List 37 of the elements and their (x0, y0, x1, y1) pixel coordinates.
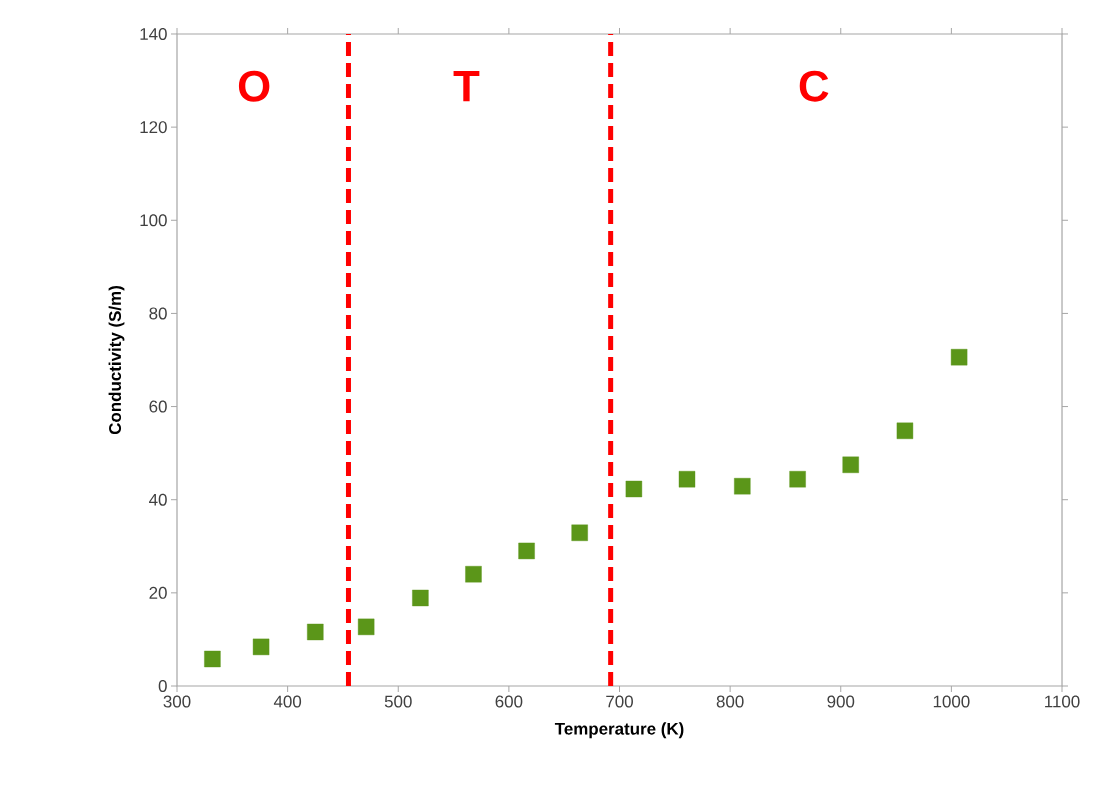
point (789, 471, 806, 488)
point (842, 456, 859, 473)
y-tick-label: 60 (149, 400, 167, 413)
point (307, 623, 324, 641)
annotation: O (238, 70, 270, 102)
y-axis-title: Conductivity (S/m) (108, 286, 125, 435)
point (204, 650, 221, 668)
x-tick-label: 1000 (933, 695, 970, 708)
point (625, 480, 643, 498)
point (896, 422, 914, 439)
point (571, 524, 588, 541)
y-tick-label: 80 (149, 307, 167, 320)
y-tick-label: 0 (158, 680, 167, 692)
x-tick-label: 300 (163, 695, 191, 708)
point (734, 478, 751, 495)
point (412, 589, 429, 607)
annotation: C (799, 70, 829, 102)
x-tick-label: 800 (716, 695, 744, 708)
point (357, 618, 375, 636)
point (252, 638, 270, 656)
y-tick-label: 120 (140, 121, 167, 134)
y-tick-label: 40 (149, 493, 167, 506)
point (518, 542, 535, 560)
x-tick-label: 400 (273, 695, 302, 708)
x-tick-label: 600 (495, 695, 523, 708)
x-tick-label: 900 (827, 695, 855, 708)
y-tick-label: 20 (149, 586, 167, 599)
x-tick-label: 500 (384, 695, 412, 708)
y-tick-label: 140 (140, 27, 167, 40)
x-tick-label: 700 (606, 695, 633, 708)
annotation: T (453, 71, 480, 102)
point (678, 471, 696, 488)
point (465, 566, 482, 583)
x-axis-title: Temperature (K) (554, 722, 684, 739)
y-tick-label: 100 (140, 214, 167, 227)
x-tick-label: 1100 (1045, 695, 1080, 708)
point (950, 349, 968, 366)
